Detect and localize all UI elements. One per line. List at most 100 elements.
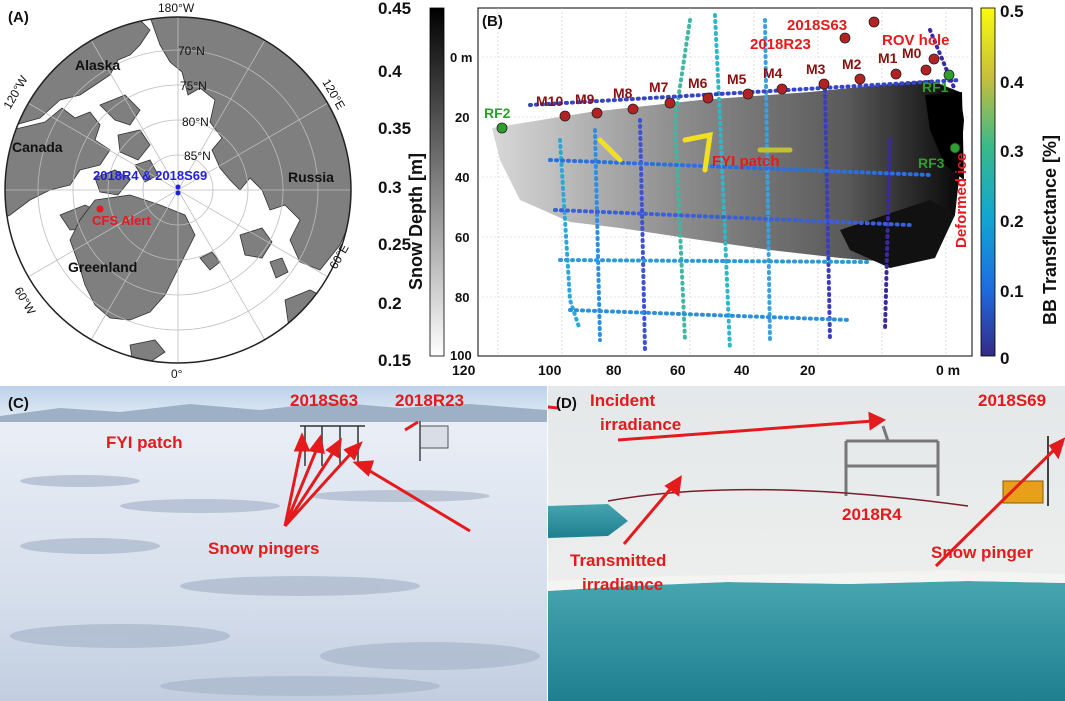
panel-c-photo: (C) 2018S63 2018R23 FYI patch Snow pinge… [0,386,547,701]
panel-b-label: (B) [482,13,503,30]
x-tick: 60 [670,362,686,378]
lon-label-180w: 180°W [158,1,195,15]
annotations: 2018S63 2018R23 ROV hole FYI patch Defor… [712,17,970,248]
cable [607,488,969,507]
label-2018r23: 2018R23 [395,391,464,410]
panel-a-label: (A) [8,9,29,26]
pond-edge [548,570,1065,591]
label-snow-pingers: Snow pingers [208,539,319,558]
marker-label: M9 [575,91,595,107]
y-tick: 20 [455,110,469,125]
ice-marker-points [559,16,940,122]
survey-svg: 0.45 0.4 0.35 0.3 0.25 0.2 0.15 Snow Dep… [378,0,1060,378]
site-marker [175,190,181,196]
panel-d-photo: (D) Incident irradiance 2018S69 2018R4 T… [548,386,1065,701]
label-transmitted-line2: irradiance [582,575,663,594]
marker-label: M2 [842,56,862,72]
polar-map-svg: (A) 180°W 120°W 120°E 60°W 60°E 0° 70°N … [0,1,352,381]
transflectance-tick: 0.3 [1000,142,1024,161]
transflectance-tick: 0 [1000,349,1009,368]
x-tick: 20 [800,362,816,378]
label-incident-line2: irradiance [600,415,681,434]
region-alaska: Alaska [75,57,120,73]
site-label: 2018R4 & 2018S69 [93,168,207,183]
y-tick: 40 [455,170,469,185]
lat-label-75n: 75°N [180,79,207,93]
x-tick: 100 [538,362,562,378]
label-rov-hole: ROV hole [882,32,950,49]
transflectance-colorbar [980,7,996,357]
snow-depth-tick: 0.4 [378,62,402,81]
label-fyi-patch: FYI patch [712,153,780,170]
site-marker [175,184,181,190]
region-greenland: Greenland [68,259,137,275]
graticule [5,17,351,363]
transflectance-tick: 0.5 [1000,2,1024,21]
snow-drifts [10,475,540,696]
marker-label: M0 [902,45,922,61]
distant-hills [0,402,547,426]
y-tick: 100 [450,348,472,363]
marker-label: M5 [727,71,747,87]
melt-pond-main [548,581,1065,701]
transflectance-tick: 0.1 [1000,282,1024,301]
ref-label: RF1 [922,79,949,95]
label-deformed-ice: Deformed ice [953,153,970,248]
label-transmitted-line1: Transmitted [570,551,666,570]
station-marker [96,205,104,213]
x-tick: 80 [606,362,622,378]
marker-label: M7 [649,79,669,95]
plot-area [477,7,973,357]
lat-label-85n: 85°N [184,149,211,163]
snow-depth-field [492,80,964,262]
irradiance-frame [844,425,940,496]
panel-d-label: (D) [556,395,577,412]
panel-c-scene: (C) 2018S63 2018R23 FYI patch Snow pinge… [0,386,547,701]
region-russia: Russia [288,169,334,185]
marker-label: M10 [536,93,563,109]
label-2018s63: 2018S63 [787,17,847,34]
ref-points [496,69,961,154]
transflectance-axis-title: BB Transflectance [%] [1040,135,1060,325]
arctic-archipelago [59,94,159,231]
label-2018r23: 2018R23 [750,36,811,53]
marker-label: M8 [613,85,633,101]
y-tick: 80 [455,290,469,305]
marker-label: M4 [763,65,783,81]
pinger-arrows [283,420,471,533]
lat-label-70n: 70°N [178,44,205,58]
battery-box [1002,480,1044,504]
marker-label: M3 [806,61,826,77]
panel-d-scene: (D) Incident irradiance 2018S69 2018R4 T… [548,386,1065,701]
y-tick: 60 [455,230,469,245]
label-2018r4: 2018R4 [842,505,902,524]
snow-depth-tick: 0.2 [378,294,402,313]
map-border [4,16,352,364]
label-2018s69: 2018S69 [978,391,1046,410]
panel-a-map: (A) 180°W 120°W 120°E 60°W 60°E 0° 70°N … [0,0,370,385]
panel-b-survey-map: 0.45 0.4 0.35 0.3 0.25 0.2 0.15 Snow Dep… [370,0,1065,385]
snow-depth-tick: 0.3 [378,178,402,197]
snow-depth-tick: 0.45 [378,0,411,18]
marker-label: M1 [878,50,898,66]
irradiance-arrows [548,405,1065,568]
greenland-landmass [69,194,196,321]
snow-depth-tick: 0.15 [378,351,411,370]
region-canada: Canada [12,139,63,155]
lon-label-60w: 60°W [11,285,38,318]
station-label: CFS Alert [92,213,151,228]
transflectance-tick: 0.4 [1000,73,1024,92]
label-incident-line1: Incident [590,391,656,410]
label-snow-pinger: Snow pinger [931,543,1033,562]
marker-labels: M10 M9 M8 M7 M6 M5 M4 M3 M2 M1 M0 [536,45,922,109]
lon-label-0: 0° [171,367,183,381]
x-tick: 40 [734,362,750,378]
x-tick: 120 [452,362,476,378]
label-2018s63: 2018S63 [290,391,358,410]
label-fyi-patch: FYI patch [106,433,183,452]
ref-label: RF2 [484,105,511,121]
melt-pond-left [548,504,628,538]
lat-label-80n: 80°N [182,115,209,129]
snow-depth-axis-title: Snow Depth [m] [406,153,426,290]
deformed-ice-region [840,200,955,268]
